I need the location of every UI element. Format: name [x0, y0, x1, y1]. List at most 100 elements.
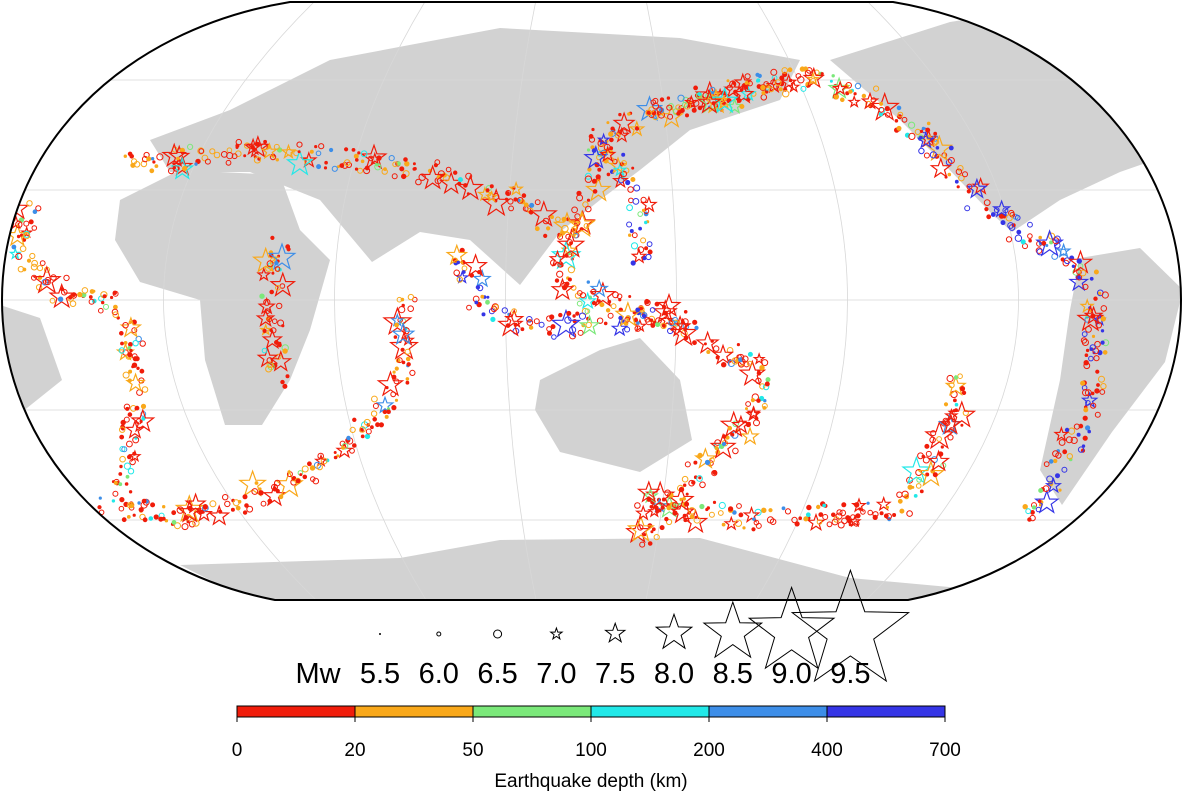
quake [894, 119, 899, 123]
quake [711, 101, 716, 106]
quake [672, 510, 678, 516]
quake [123, 154, 128, 158]
quake [415, 178, 422, 186]
quake [606, 172, 611, 177]
quake [32, 209, 38, 214]
quake [631, 232, 638, 239]
quake [569, 326, 577, 334]
quake [922, 456, 930, 464]
quake [70, 292, 78, 299]
quake [947, 172, 952, 177]
quake [146, 156, 152, 162]
quake [691, 107, 697, 113]
quake [719, 410, 748, 438]
quake [120, 419, 126, 426]
quake [761, 91, 766, 95]
quake [480, 294, 485, 299]
quake [213, 151, 221, 159]
quake [584, 175, 593, 183]
quake [1000, 220, 1006, 226]
quake [49, 297, 56, 304]
magnitude-label: 9.5 [830, 658, 870, 690]
quake [727, 425, 733, 431]
quake [1079, 269, 1087, 277]
quake [324, 160, 328, 165]
quake [139, 419, 143, 424]
quake [1027, 517, 1032, 522]
quake [384, 414, 389, 419]
quake [597, 167, 602, 172]
quake [956, 185, 960, 189]
quake [659, 97, 665, 102]
quake [1094, 340, 1101, 348]
quake [125, 474, 130, 479]
quake [704, 459, 711, 465]
quake [639, 541, 646, 548]
quake [867, 509, 874, 516]
quake [445, 243, 469, 266]
quake [645, 109, 652, 117]
quake [612, 111, 636, 134]
quake [352, 443, 357, 448]
quake [960, 423, 964, 427]
quake [136, 366, 140, 370]
quake [274, 340, 279, 345]
quake [1100, 329, 1105, 333]
quake [846, 515, 851, 520]
quake [407, 293, 415, 301]
quake [628, 120, 646, 137]
quake [650, 530, 654, 534]
quake [1046, 475, 1054, 483]
quake [550, 308, 582, 338]
quake [953, 375, 959, 380]
quake [477, 270, 482, 275]
quake [555, 216, 561, 223]
quake [576, 300, 583, 307]
quake [493, 304, 499, 310]
quake [302, 474, 308, 480]
quake [756, 398, 761, 403]
quake [154, 164, 159, 169]
quake [1085, 348, 1090, 353]
quake [398, 306, 406, 314]
quake [511, 308, 517, 314]
quake [1058, 439, 1066, 446]
quake [609, 137, 614, 143]
quake [603, 143, 611, 151]
quake [598, 145, 617, 163]
quake [916, 476, 923, 483]
quake [745, 401, 751, 407]
quake [590, 145, 595, 150]
quake [666, 96, 671, 100]
quake [81, 287, 89, 294]
quake [630, 242, 639, 250]
quake [671, 503, 677, 510]
quake [521, 193, 527, 198]
quake [781, 67, 789, 74]
quake [921, 126, 926, 131]
quake [466, 304, 472, 311]
quake [584, 308, 591, 315]
quake [1031, 505, 1037, 510]
quake [1083, 305, 1104, 325]
quake [113, 480, 118, 485]
quake [610, 126, 615, 131]
quake [866, 501, 870, 505]
quake [243, 154, 247, 158]
quake [930, 430, 937, 437]
quake [170, 156, 195, 180]
quake [481, 312, 486, 317]
quake [1043, 461, 1050, 468]
quake [848, 523, 852, 527]
quake [751, 393, 759, 401]
quake [396, 296, 403, 303]
quake [1016, 229, 1022, 235]
quake [485, 299, 490, 305]
quake [388, 331, 420, 360]
quake [124, 482, 129, 486]
quake [266, 260, 274, 268]
quake [610, 303, 617, 310]
quake [556, 230, 586, 258]
magnitude-symbol [493, 629, 503, 639]
quake [878, 106, 885, 113]
